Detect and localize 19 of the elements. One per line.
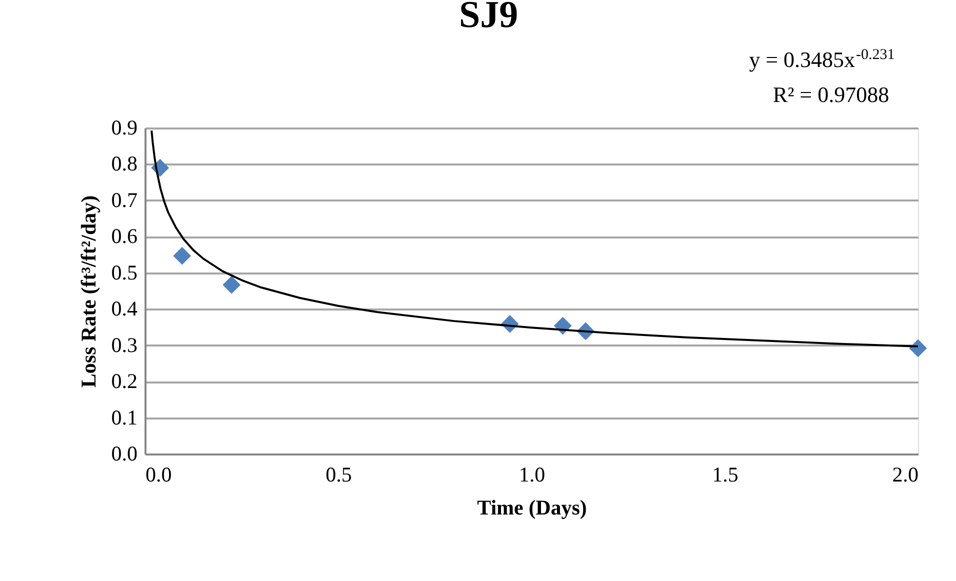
y-tick-label: 0.5 bbox=[111, 260, 138, 284]
y-tick-label: 0.4 bbox=[111, 296, 138, 321]
text: R² = 0.97088 bbox=[772, 82, 890, 107]
y-tick-label: 0.0 bbox=[111, 442, 138, 466]
x-tick-label: 0.0 bbox=[146, 462, 172, 486]
y-tick-label: 0.9 bbox=[111, 116, 138, 140]
y-axis-title: Loss Rate (ft³/ft²/day) bbox=[76, 195, 100, 388]
y-tick-label: 0.2 bbox=[111, 369, 138, 394]
x-tick-label: 2.0 bbox=[892, 462, 918, 486]
chart-title: SJ9 bbox=[458, 0, 518, 36]
x-tick-label: 0.5 bbox=[326, 462, 352, 486]
x-tick-label: 1.0 bbox=[518, 462, 546, 486]
y-tick-label: 0.8 bbox=[111, 152, 138, 176]
y-tick-label: 0.1 bbox=[111, 405, 138, 430]
y-tick-label: 0.6 bbox=[111, 224, 138, 248]
x-tick-label: 1.5 bbox=[712, 462, 738, 486]
x-axis-title: Time (Days) bbox=[477, 496, 587, 520]
y-tick-label: 0.3 bbox=[111, 332, 138, 357]
y-tick-label: 0.7 bbox=[111, 188, 138, 212]
